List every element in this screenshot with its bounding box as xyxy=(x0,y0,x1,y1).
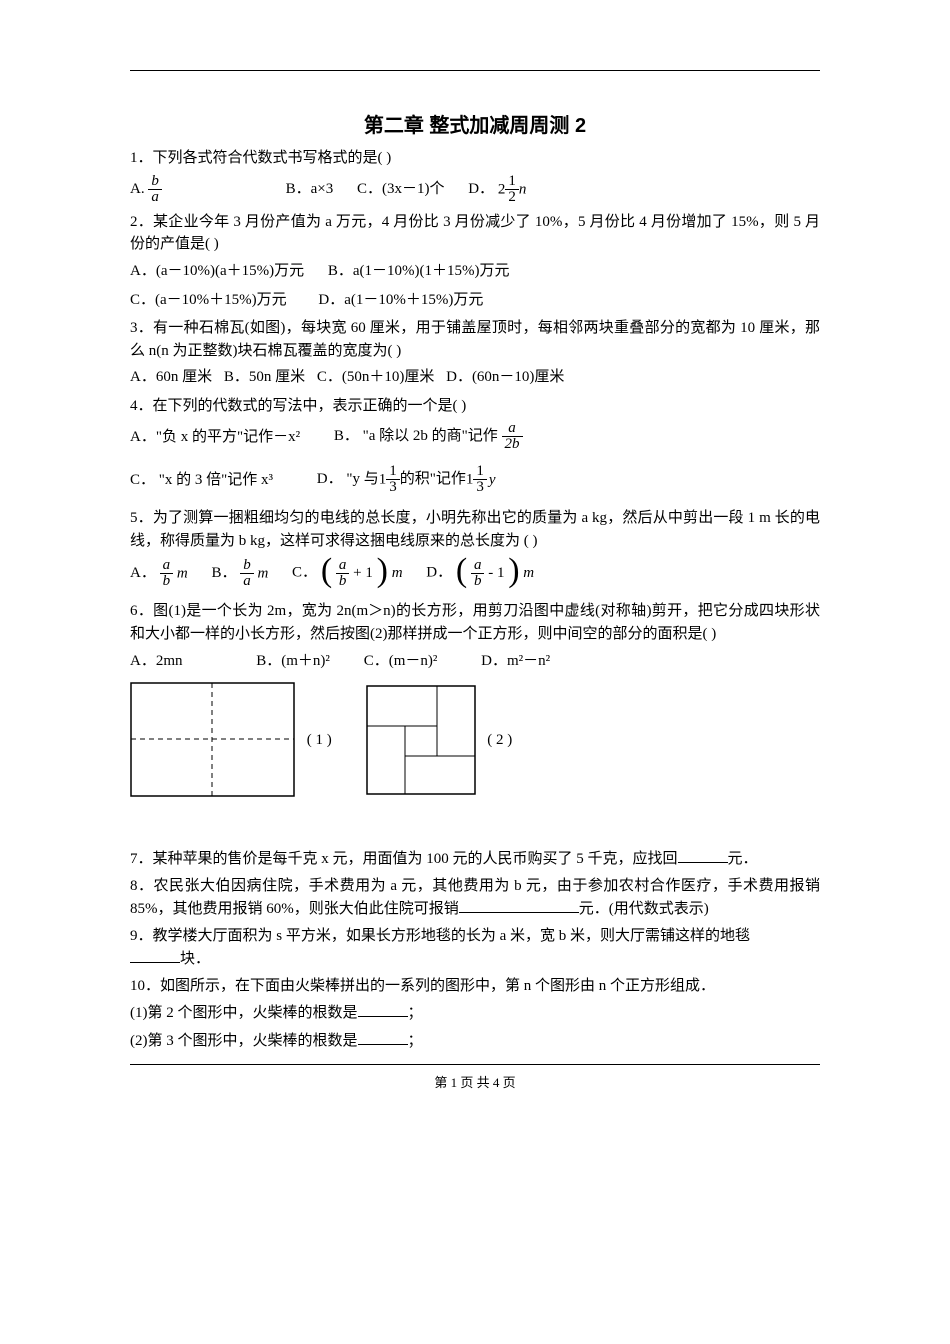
q5-opt-a: A． ab m xyxy=(130,558,188,589)
question-6: 6．图(1)是一个长为 2m，宽为 2n(m＞n)的长方形，用剪刀沿图中虚线(对… xyxy=(130,600,820,645)
chapter-title: 第二章 整式加减周周测 2 xyxy=(130,111,820,141)
q9-blank xyxy=(130,947,180,963)
q3-opt-c: C．(50n＋10)厘米 xyxy=(317,366,435,389)
q6-opt-c: C．(m－n)² xyxy=(364,650,438,673)
q4-b-frac: a 2b xyxy=(502,421,523,452)
q10-part2: (2)第 3 个图形中，火柴棒的根数是； xyxy=(130,1029,820,1053)
q6-fig1-label: ( 1 ) xyxy=(307,729,332,752)
q4-options-2: C． "x 的 3 倍"记作 x³ D． "y 与1 1 3 的积"记作1 1 … xyxy=(130,464,820,495)
q2-options-2: C．(a－10%＋15%)万元 D．a(1－10%＋15%)万元 xyxy=(130,288,820,311)
q6-figure-1 xyxy=(130,682,295,797)
question-8: 8．农民张大伯因病住院，手术费用为 a 元，其他费用为 b 元，由于参加农村合作… xyxy=(130,875,820,921)
q4-opt-c: C． "x 的 3 倍"记作 x³ xyxy=(130,469,273,492)
bottom-rule xyxy=(130,1064,820,1065)
q1-opt-c: C．(3x－1)个 xyxy=(357,178,445,201)
q5-options: A． ab m B． ba m C． ( ab + 1 ) m D． ( ab … xyxy=(130,556,820,590)
question-2: 2．某企业今年 3 月份产值为 a 万元，4 月份比 3 月份减少了 10%，5… xyxy=(130,211,820,256)
q4-opt-b: B． "a 除以 2b 的商"记作 a 2b xyxy=(334,421,523,452)
page: 第二章 整式加减周周测 2 1．下列各式符合代数式书写格式的是( ) A. b … xyxy=(0,0,950,1133)
q5-opt-d: D． ( ab - 1 ) m xyxy=(426,556,534,590)
q8-blank xyxy=(459,897,579,913)
question-7: 7．某种苹果的售价是每千克 x 元，用面值为 100 元的人民币购买了 5 千克… xyxy=(130,847,820,871)
q2-opt-b: B．a(1－10%)(1＋15%)万元 xyxy=(328,260,510,283)
q4-opt-d: D． "y 与1 1 3 的积"记作1 1 3 y xyxy=(317,464,496,495)
q2-options-1: A．(a－10%)(a＋15%)万元 B．a(1－10%)(1＋15%)万元 xyxy=(130,260,820,283)
q1-options: A. b a B．a×3 C．(3x－1)个 D． 2 1 2 n xyxy=(130,174,820,205)
q2-opt-d: D．a(1－10%＋15%)万元 xyxy=(318,289,483,312)
q10-part1: (1)第 2 个图形中，火柴棒的根数是； xyxy=(130,1001,820,1025)
q6-opt-a: A．2mn xyxy=(130,650,183,673)
q10-blank2 xyxy=(358,1029,408,1045)
q6-fig2-label: ( 2 ) xyxy=(487,729,512,752)
q5-opt-b: B． ba m xyxy=(211,558,268,589)
q6-options: A．2mn B．(m＋n)² C．(m－n)² D．m²－n² xyxy=(130,649,820,672)
q4-d-frac2: 1 3 xyxy=(473,464,487,495)
q4-d-frac1: 1 3 xyxy=(386,464,400,495)
question-3: 3．有一种石棉瓦(如图)，每块宽 60 厘米，用于铺盖屋顶时，每相邻两块重叠部分… xyxy=(130,317,820,362)
q1-a-frac: b a xyxy=(148,174,162,205)
q4-options-1: A．"负 x 的平方"记作－x² B． "a 除以 2b 的商"记作 a 2b xyxy=(130,421,820,452)
q2-opt-c: C．(a－10%＋15%)万元 xyxy=(130,289,287,312)
q6-opt-d: D．m²－n² xyxy=(481,650,550,673)
q1-d-frac: 1 2 xyxy=(505,174,519,205)
q1-opt-d: D． 2 1 2 n xyxy=(468,174,526,205)
q1-opt-b: B．a×3 xyxy=(286,178,334,201)
question-10: 10．如图所示，在下面由火柴棒拼出的一系列的图形中，第 n 个图形由 n 个正方… xyxy=(130,975,820,998)
q4-opt-a: A．"负 x 的平方"记作－x² xyxy=(130,426,300,449)
q6-opt-b: B．(m＋n)² xyxy=(256,650,330,673)
q5-opt-c: C． ( ab + 1 ) m xyxy=(292,556,402,590)
q3-options: A．60n 厘米 B．50n 厘米 C．(50n＋10)厘米 D．(60n－10… xyxy=(130,366,820,389)
q6-figure-2 xyxy=(366,685,476,795)
q3-opt-b: B．50n 厘米 xyxy=(224,366,305,389)
top-rule xyxy=(130,70,820,71)
question-9: 9．教学楼大厅面积为 s 平方米，如果长方形地毯的长为 a 米，宽 b 米，则大… xyxy=(130,925,820,971)
question-4: 4．在下列的代数式的写法中，表示正确的一个是( ) xyxy=(130,395,820,418)
q1-opt-a: A. b a xyxy=(130,174,162,205)
q10-blank1 xyxy=(358,1001,408,1017)
question-1: 1．下列各式符合代数式书写格式的是( ) xyxy=(130,147,820,170)
q3-opt-a: A．60n 厘米 xyxy=(130,366,212,389)
q7-blank xyxy=(678,847,728,863)
page-footer: 第 1 页 共 4 页 xyxy=(130,1073,820,1093)
q3-opt-d: D．(60n－10)厘米 xyxy=(446,366,564,389)
question-5: 5．为了测算一捆粗细均匀的电线的总长度，小明先称出它的质量为 a kg，然后从中… xyxy=(130,507,820,552)
q2-opt-a: A．(a－10%)(a＋15%)万元 xyxy=(130,260,304,283)
q6-figures: ( 1 ) ( 2 ) xyxy=(130,682,820,797)
